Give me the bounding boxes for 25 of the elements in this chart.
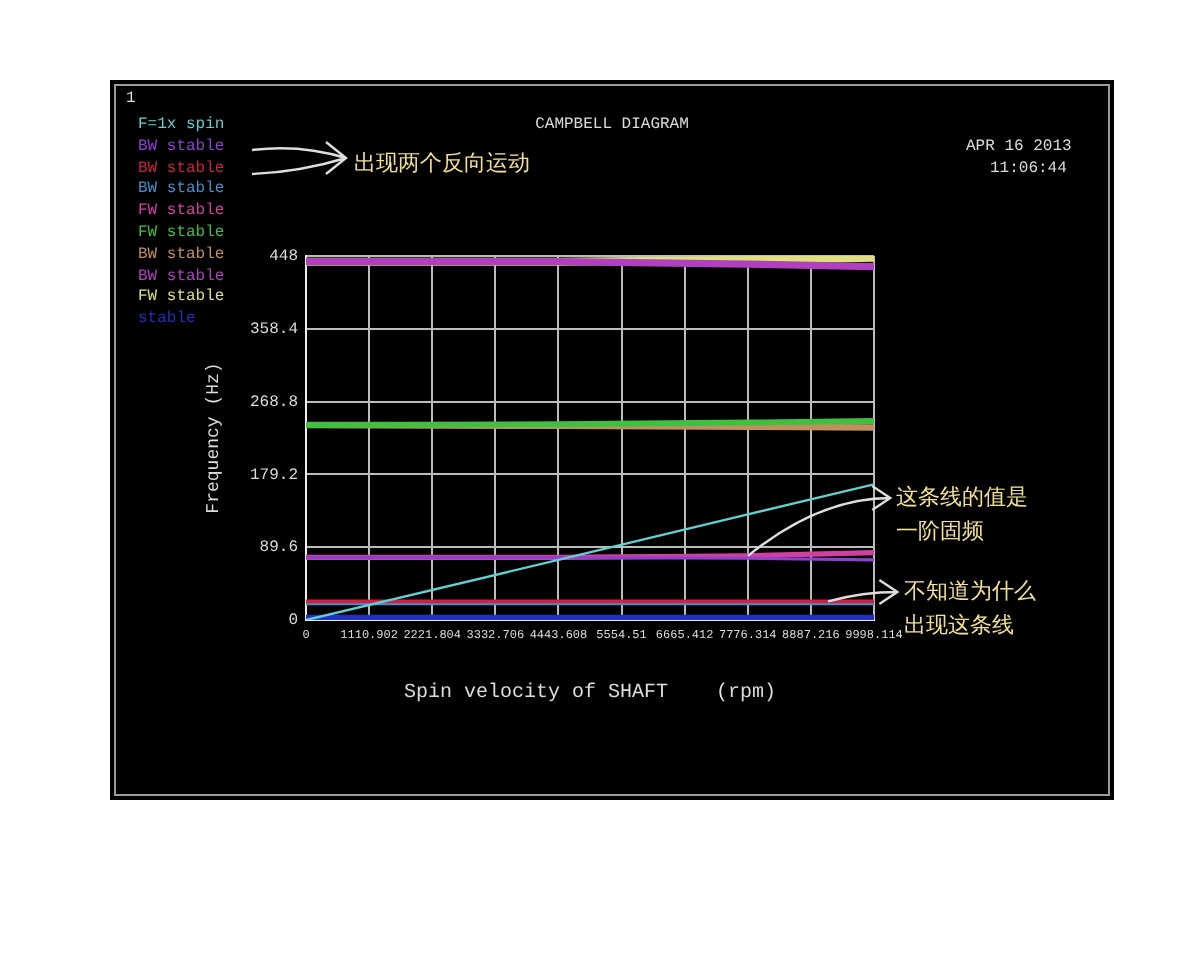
- chart-title: CAMPBELL DIAGRAM: [535, 116, 689, 134]
- text: FW stable: [138, 202, 225, 224]
- text: FW stable: [138, 223, 225, 246]
- text: F=1x spin: [138, 116, 225, 138]
- y-tick-label: 179.2: [249, 466, 299, 485]
- x-axis-title: Spin velocity of SHAFT (rpm): [403, 681, 777, 706]
- text: 1: [126, 90, 136, 108]
- text: BW stable: [138, 245, 225, 268]
- text: APR 16 2013: [966, 138, 1072, 156]
- y-tick-label: 448: [269, 248, 299, 267]
- text: FW stable: [138, 288, 225, 310]
- y-tick-label: 89.6: [259, 539, 299, 558]
- text: 11:06:44: [990, 160, 1067, 178]
- annotation: 这条线的值是一阶固频: [896, 482, 1030, 548]
- text: stable: [138, 310, 198, 332]
- y-tick-label: 268.8: [249, 393, 299, 412]
- y-tick-label: 358.4: [249, 321, 299, 340]
- y-tick-label: 0: [288, 612, 299, 631]
- text: BW stable: [138, 267, 225, 288]
- text: BW stable: [138, 159, 225, 180]
- text: BW stable: [138, 137, 225, 160]
- text: 出现两个反向运动: [354, 148, 530, 180]
- text: BW stable: [138, 180, 225, 202]
- annotation: 不知道为什么出现这条线: [904, 576, 1038, 642]
- y-axis-title: Frequency (Hz): [203, 362, 224, 514]
